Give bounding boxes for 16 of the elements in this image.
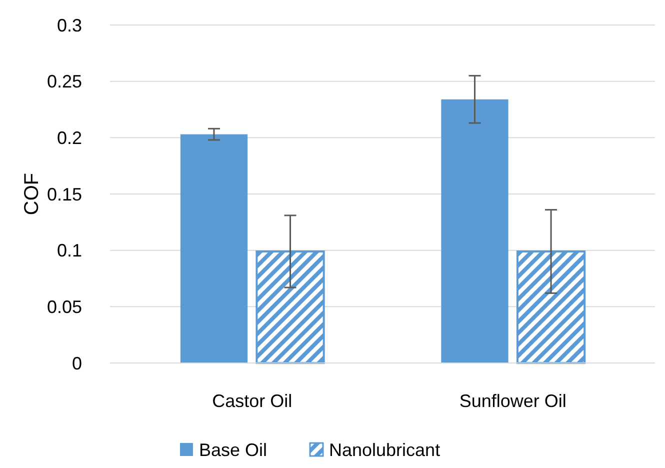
bar <box>516 250 586 364</box>
legend-label: Nanolubricant <box>329 440 440 460</box>
y-tick-label: 0.2 <box>56 128 82 148</box>
y-tick-label: 0.3 <box>56 15 82 36</box>
x-tick-label: Sunflower Oil <box>459 391 566 411</box>
x-tick-label: Castor Oil <box>212 391 292 411</box>
y-tick-label: 0.15 <box>46 184 82 204</box>
bar <box>441 99 508 363</box>
y-axis-title: COF <box>21 172 43 216</box>
y-tick-label: 0 <box>72 353 82 374</box>
y-tick-label: 0.05 <box>46 296 82 317</box>
legend-label: Base Oil <box>199 440 268 460</box>
y-tick-label: 0.1 <box>56 240 82 261</box>
bar <box>180 134 248 363</box>
y-tick-label: 0.25 <box>46 72 82 92</box>
bar <box>256 250 325 364</box>
